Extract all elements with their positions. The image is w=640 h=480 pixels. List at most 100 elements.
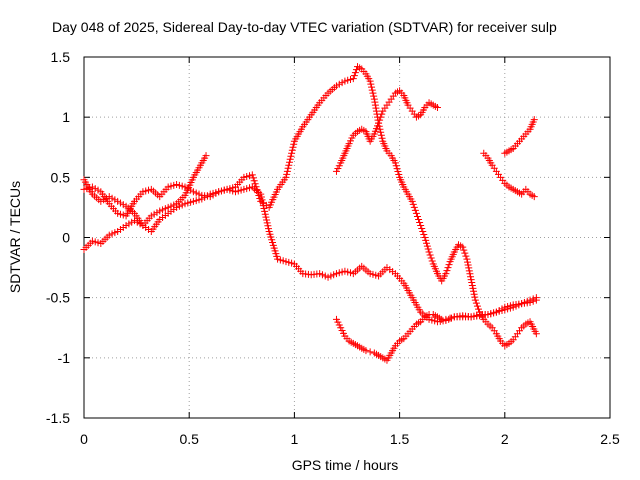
data-point-track-c bbox=[367, 80, 375, 88]
data-point-track-c bbox=[286, 155, 294, 163]
data-point-track-b bbox=[262, 213, 270, 221]
data-point-track-c bbox=[369, 89, 377, 97]
data-point-track-d bbox=[376, 116, 384, 124]
y-tick-label: 1.5 bbox=[51, 49, 71, 65]
data-point-track-c bbox=[467, 276, 475, 284]
data-point-track-b bbox=[263, 219, 271, 227]
data-point-track-c bbox=[285, 158, 293, 166]
data-point-track-c bbox=[464, 258, 472, 266]
data-point-track-c bbox=[409, 200, 417, 208]
x-tick-label: 0.5 bbox=[179, 431, 199, 447]
y-tick-label: -1 bbox=[58, 350, 71, 366]
data-point-track-c bbox=[351, 69, 359, 77]
data-point-track-d bbox=[378, 110, 386, 118]
x-tick-label: 2 bbox=[501, 431, 509, 447]
y-tick-label: -0.5 bbox=[46, 290, 70, 306]
data-point-track-c bbox=[290, 140, 298, 148]
x-tick-label: 1 bbox=[291, 431, 299, 447]
x-axis-label: GPS time / hours bbox=[292, 457, 399, 473]
data-point-track-f bbox=[530, 116, 538, 124]
data-point-track-c bbox=[471, 293, 479, 301]
data-point-track-a bbox=[202, 152, 210, 160]
data-point-track-c bbox=[475, 305, 482, 313]
data-point-track-c bbox=[288, 149, 296, 157]
data-point-track-c bbox=[444, 264, 452, 272]
data-point-track-c bbox=[287, 152, 295, 160]
data-point-track-c bbox=[392, 162, 400, 170]
data-point-track-c bbox=[416, 218, 424, 226]
data-point-track-c bbox=[371, 101, 379, 109]
data-point-track-c bbox=[462, 252, 470, 260]
data-point-track-c bbox=[288, 146, 296, 154]
data-point-track-c bbox=[442, 270, 450, 278]
data-point-track-c bbox=[393, 165, 401, 173]
data-point-track-c bbox=[419, 227, 427, 235]
data-point-track-c bbox=[461, 249, 469, 257]
data-point-track-c bbox=[472, 299, 480, 307]
data-points bbox=[80, 63, 540, 364]
data-point-track-c bbox=[394, 168, 402, 176]
data-point-track-c bbox=[282, 173, 290, 181]
y-tick-label: 0 bbox=[62, 230, 70, 246]
data-point-track-c bbox=[464, 261, 472, 269]
data-point-track-c bbox=[460, 246, 468, 254]
data-point-track-g bbox=[366, 348, 374, 356]
data-point-track-c bbox=[415, 215, 423, 223]
data-point-track-g bbox=[446, 314, 454, 322]
data-point-track-c bbox=[417, 221, 425, 229]
data-point-track-b bbox=[264, 222, 272, 230]
data-point-track-c bbox=[249, 174, 257, 182]
data-point-track-c bbox=[470, 290, 478, 298]
data-point-track-c bbox=[372, 107, 380, 115]
data-point-track-c bbox=[349, 75, 357, 83]
data-point-track-b bbox=[263, 216, 271, 224]
data-point-track-c bbox=[251, 180, 259, 188]
data-point-track-c bbox=[254, 189, 262, 197]
x-tick-label: 1.5 bbox=[390, 431, 410, 447]
data-point-track-c bbox=[463, 255, 471, 263]
data-point-track-c bbox=[252, 183, 260, 191]
data-point-track-c bbox=[285, 161, 293, 169]
data-point-track-c bbox=[377, 128, 385, 136]
data-point-track-c bbox=[352, 66, 360, 74]
data-point-track-g bbox=[529, 297, 537, 305]
data-point-track-b bbox=[261, 207, 269, 215]
data-point-track-c bbox=[253, 186, 261, 194]
plot-frame bbox=[83, 56, 611, 419]
data-point-track-c bbox=[418, 224, 426, 232]
data-point-track-c bbox=[283, 167, 291, 175]
data-point-track-c bbox=[445, 261, 453, 269]
data-point-track-c bbox=[473, 302, 481, 310]
data-point-track-c bbox=[428, 257, 436, 265]
data-point-track-b bbox=[261, 210, 269, 218]
data-point-track-b bbox=[265, 225, 273, 233]
data-point-track-c bbox=[391, 159, 399, 167]
data-point-track-c bbox=[372, 104, 380, 112]
data-point-track-d bbox=[375, 119, 383, 127]
data-point-track-c bbox=[250, 177, 258, 185]
data-point-track-c bbox=[422, 236, 430, 244]
data-point-track-c bbox=[423, 239, 431, 247]
data-point-track-c bbox=[470, 287, 478, 295]
data-point-track-c bbox=[413, 212, 421, 220]
data-point-track-c bbox=[424, 245, 432, 253]
data-point-track-c bbox=[284, 164, 292, 172]
chart-title: Day 048 of 2025, Sidereal Day-to-day VTE… bbox=[52, 19, 557, 35]
data-point-track-c bbox=[408, 197, 416, 205]
axis-ticks: 0 0.5 1 1.5 2 2.5 -1.5 -1 -0.5 0 0.5 1 1.5 bbox=[46, 49, 620, 447]
data-point-track-c bbox=[395, 170, 403, 178]
data-point-track-c bbox=[370, 92, 378, 100]
data-point-track-c bbox=[368, 83, 376, 91]
data-point-track-d bbox=[433, 104, 441, 112]
data-point-track-c bbox=[410, 203, 418, 211]
data-point-track-c bbox=[289, 143, 297, 151]
data-point-track-c bbox=[465, 264, 473, 272]
data-point-track-c bbox=[426, 251, 434, 259]
y-axis-label: SDTVAR / TECUs bbox=[7, 181, 23, 293]
data-point-track-c bbox=[368, 86, 376, 94]
data-point-track-c bbox=[427, 254, 435, 262]
data-point-track-c bbox=[411, 206, 419, 214]
data-point-track-c bbox=[283, 170, 291, 178]
y-tick-label: 1 bbox=[62, 109, 70, 125]
